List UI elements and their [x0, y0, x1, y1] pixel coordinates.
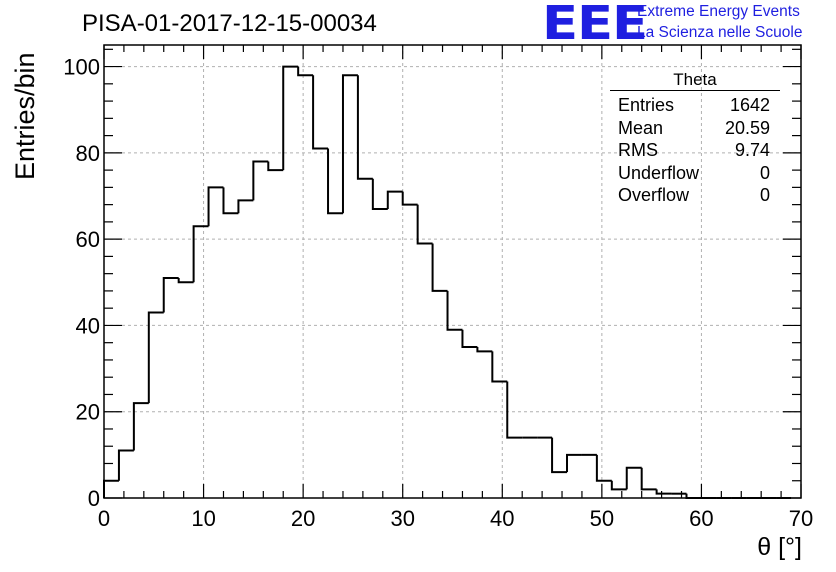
- stats-row: Mean 20.59: [610, 117, 780, 140]
- stats-value: 9.74: [734, 140, 770, 160]
- histogram-bin: [625, 466, 642, 490]
- histogram-bin: [312, 75, 329, 150]
- x-tick-label: 70: [789, 506, 813, 531]
- histogram-bin: [132, 402, 149, 451]
- histogram-bin: [177, 277, 194, 284]
- y-tick-label: 100: [63, 55, 100, 80]
- histogram-bin: [416, 204, 433, 245]
- stats-label: Overflow: [618, 185, 690, 205]
- x-tick-label: 60: [689, 506, 713, 531]
- y-axis-label-box: Entries/bin: [6, 44, 40, 184]
- stats-row: Entries 1642: [610, 94, 780, 117]
- histogram-bin: [207, 186, 224, 227]
- histogram-bin: [267, 161, 284, 172]
- histogram-bin: [117, 449, 134, 481]
- histogram-bin: [446, 290, 463, 331]
- stats-value: 0: [759, 162, 770, 183]
- stats-label: RMS: [618, 140, 658, 160]
- histogram-bin: [222, 187, 239, 215]
- y-axis-label: Entries/bin: [10, 52, 40, 180]
- logo-line-2: La Scienza nelle Scuole: [637, 24, 803, 41]
- histogram-bin: [371, 178, 388, 210]
- histogram-bin: [610, 480, 627, 491]
- logo-line-1: Extreme Energy Events: [637, 3, 800, 20]
- stats-row: Underflow 0: [610, 162, 780, 185]
- stats-box: Theta Entries 1642 Mean 20.59 RMS 9.74 Underfl…: [610, 70, 780, 207]
- histogram-bin: [431, 243, 448, 292]
- histogram-bin: [282, 65, 299, 171]
- histogram-bin: [162, 276, 179, 313]
- stats-value: 0: [759, 185, 770, 205]
- eee-logo: EEE: [542, 0, 648, 50]
- plot-frame: [103, 44, 802, 499]
- stats-title: Theta: [610, 70, 780, 91]
- stats-row: RMS 9.74: [610, 139, 780, 162]
- y-tick-label: 60: [76, 227, 100, 252]
- histogram-bin: [341, 74, 358, 214]
- histogram-bin: [595, 454, 612, 482]
- y-tick-label: 80: [76, 141, 100, 166]
- histogram-bin: [147, 311, 164, 404]
- y-tick-label: 40: [76, 313, 100, 338]
- histogram-bin: [655, 489, 672, 495]
- x-tick-label: 40: [490, 506, 514, 531]
- histogram-bin: [237, 199, 254, 214]
- histogram-bin: [252, 160, 269, 201]
- stats-label: Mean: [618, 117, 664, 138]
- stats-row: Overflow 0: [610, 184, 780, 207]
- stats-value: 1642: [729, 95, 770, 115]
- histogram-bin: [551, 437, 568, 474]
- histogram-bin: [356, 75, 373, 180]
- histogram-bin: [640, 467, 657, 491]
- x-tick-label: 30: [390, 506, 414, 531]
- histogram-bin: [327, 148, 343, 215]
- histogram-bin: [476, 347, 493, 353]
- y-tick-label: 0: [88, 486, 100, 511]
- x-axis-label: θ [°]: [757, 533, 802, 561]
- histogram-bin: [461, 329, 478, 348]
- histogram-bin: [566, 453, 582, 473]
- stats-label: Underflow: [618, 162, 700, 183]
- x-tick-label: 0: [98, 506, 110, 531]
- x-tick-label: 50: [590, 506, 614, 531]
- histogram-bin: [386, 190, 403, 209]
- histogram-bin: [103, 479, 119, 498]
- x-tick-label: 20: [291, 506, 315, 531]
- histogram-bin: [192, 225, 209, 283]
- histogram-bin: [506, 381, 523, 439]
- histogram-bin: [297, 66, 314, 77]
- histogram-bin: [401, 191, 418, 206]
- y-tick-label: 20: [76, 400, 100, 425]
- x-tick-label: 10: [191, 506, 215, 531]
- histogram-bin: [491, 351, 508, 383]
- stats-label: Entries: [618, 95, 675, 115]
- chart-title: PISA-01-2017-12-15-00034: [82, 10, 377, 37]
- stats-value: 20.59: [724, 117, 770, 138]
